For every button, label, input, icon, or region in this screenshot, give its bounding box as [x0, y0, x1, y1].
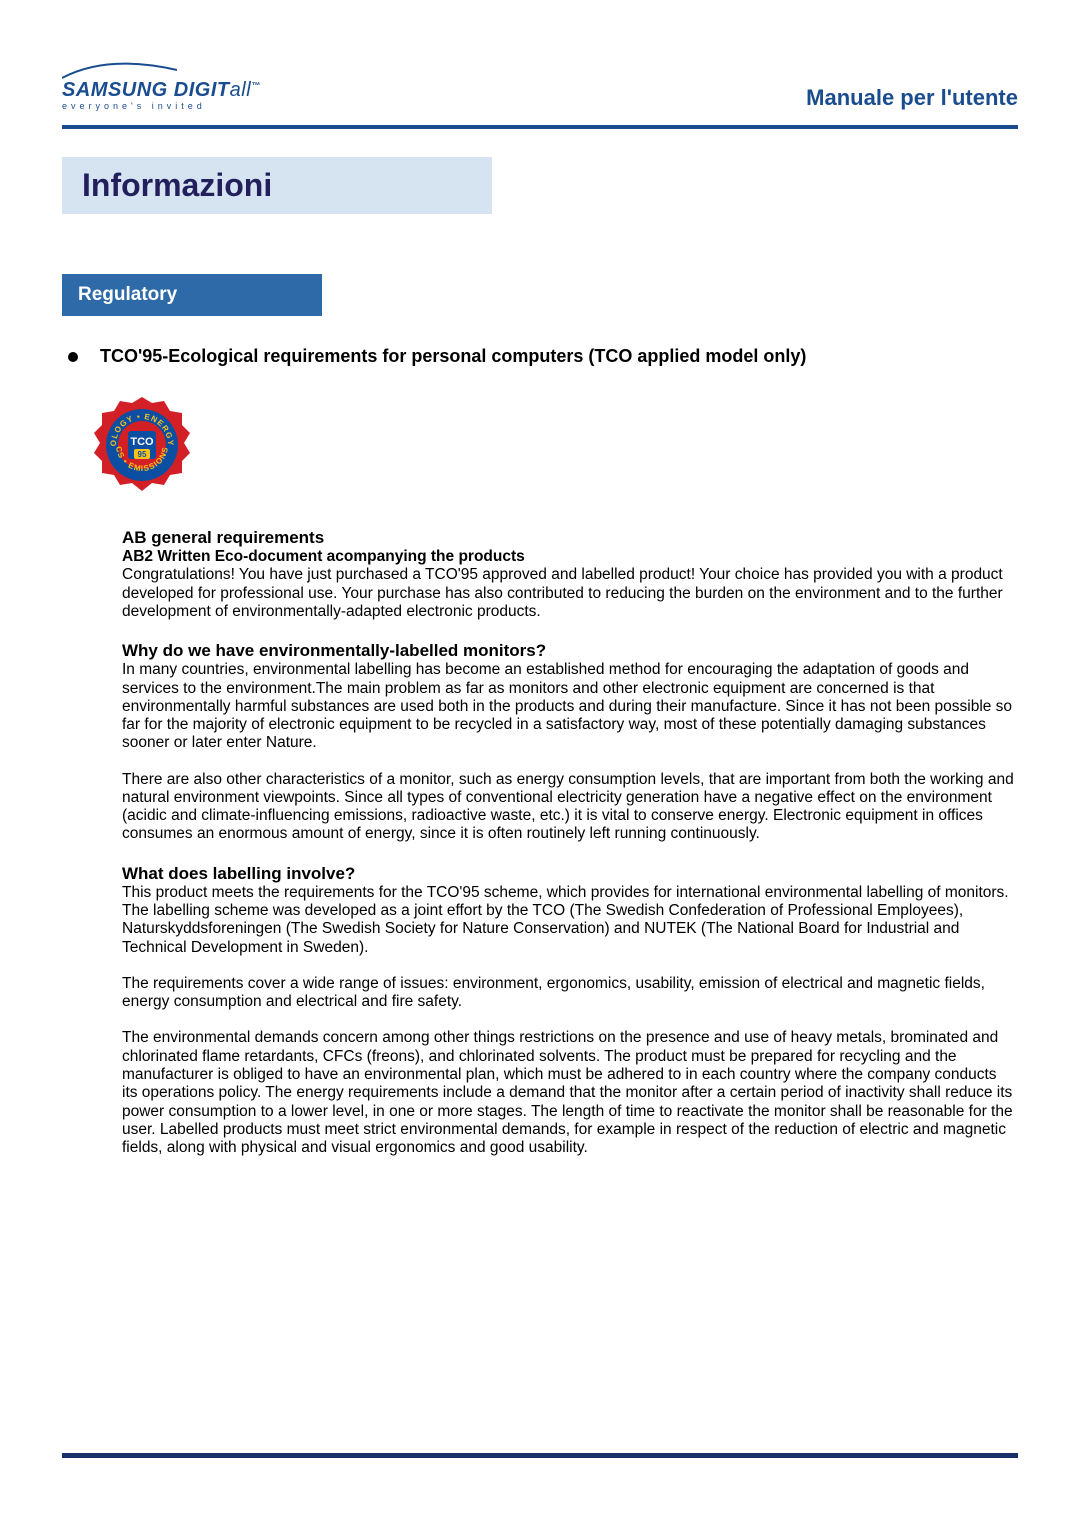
- section-band: Informazioni: [62, 157, 492, 214]
- logo-swoosh-icon: [62, 60, 212, 80]
- footer-divider: [62, 1453, 1018, 1458]
- heading-what: What does labelling involve?: [122, 864, 1014, 884]
- subsection-tab: Regulatory: [62, 274, 322, 316]
- logo-text: SAMSUNG DIGITall™: [62, 80, 261, 100]
- tco95-badge: OLOGY • ENERGY CS • EMISSIONS TCO 95: [92, 395, 1018, 500]
- heading-ab2: AB2 Written Eco-document acompanying the…: [122, 548, 1014, 566]
- manual-title: Manuale per l'utente: [806, 85, 1018, 111]
- header-divider: [62, 125, 1018, 129]
- topic-heading: TCO'95-Ecological requirements for perso…: [100, 346, 806, 367]
- para-congrats: Congratulations! You have just purchased…: [122, 566, 1014, 621]
- heading-ab-general: AB general requirements: [122, 528, 1014, 548]
- bullet-icon: [68, 352, 78, 362]
- section-title: Informazioni: [82, 167, 472, 204]
- para-what-2: The requirements cover a wide range of i…: [122, 975, 1014, 1012]
- body-content: AB general requirements AB2 Written Eco-…: [62, 528, 1018, 1157]
- brand-logo: SAMSUNG DIGITall™ everyone's invited: [62, 60, 261, 111]
- tco95-badge-icon: OLOGY • ENERGY CS • EMISSIONS TCO 95: [92, 395, 192, 495]
- badge-year: 95: [138, 450, 147, 459]
- para-why-1: In many countries, environmental labelli…: [122, 661, 1014, 752]
- logo-subtitle: everyone's invited: [62, 102, 261, 111]
- para-why-2: There are also other characteristics of …: [122, 771, 1014, 844]
- logo-main-text: SAMSUNG DIGIT: [62, 79, 230, 101]
- badge-center-label: TCO: [130, 436, 154, 448]
- logo-tail-text: all: [230, 79, 252, 101]
- para-what-1: This product meets the requirements for …: [122, 884, 1014, 957]
- heading-why: Why do we have environmentally-labelled …: [122, 641, 1014, 661]
- para-what-3: The environmental demands concern among …: [122, 1029, 1014, 1157]
- page-header: SAMSUNG DIGITall™ everyone's invited Man…: [62, 60, 1018, 111]
- topic-bullet-row: TCO'95-Ecological requirements for perso…: [62, 346, 1018, 367]
